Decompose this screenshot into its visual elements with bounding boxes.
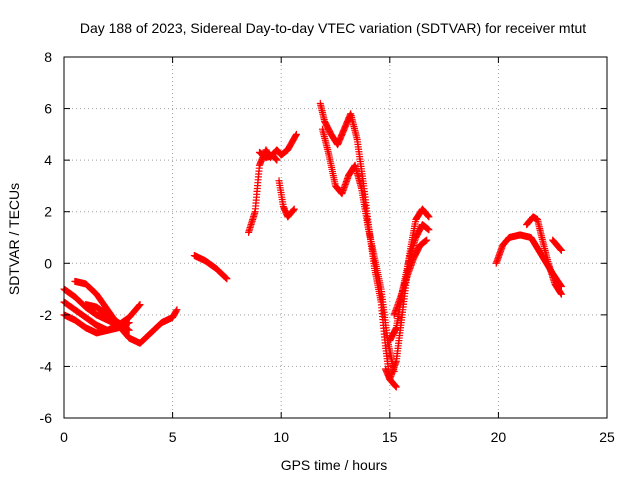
data-point [424, 212, 432, 220]
data-point [425, 213, 433, 221]
series-arc-5 [82, 301, 133, 334]
data-point [423, 236, 431, 244]
series-arc-3 [60, 311, 122, 337]
data-point [557, 246, 565, 254]
data-point [557, 246, 565, 254]
series-arc-7 [245, 130, 300, 236]
data-point [222, 274, 230, 282]
data-point [424, 211, 432, 219]
x-tick-label: 0 [60, 429, 68, 445]
data-point [290, 205, 298, 213]
data-point [136, 301, 144, 309]
data-point [172, 307, 180, 315]
data-point [272, 155, 280, 163]
y-axis-label: SDTVAR / TECUs [6, 183, 22, 295]
axis-ticks: 0 5 10 15 20 25 -6 -4 -2 0 2 4 6 8 [40, 49, 615, 445]
data-point [392, 383, 400, 391]
series-arc-4 [71, 277, 181, 347]
y-tick-label: 6 [44, 101, 52, 117]
data-point [272, 155, 280, 163]
series-arc-9 [275, 177, 298, 221]
series-arc-16 [523, 213, 565, 298]
data-point [173, 306, 181, 314]
data-point [223, 275, 231, 283]
data-points [60, 99, 565, 391]
data-point [557, 290, 565, 298]
data-point [273, 156, 281, 164]
series-arc-11 [318, 125, 398, 376]
series-arc-8 [255, 148, 281, 164]
y-tick-label: 2 [44, 204, 52, 220]
y-tick-label: 4 [44, 152, 52, 168]
data-point [391, 382, 399, 390]
data-point [425, 226, 433, 234]
chart-title: Day 188 of 2023, Sidereal Day-to-day VTE… [80, 20, 586, 36]
y-tick-label: 0 [44, 255, 52, 271]
data-point [392, 382, 400, 390]
x-axis-label: GPS time / hours [281, 457, 388, 473]
y-tick-label: -2 [40, 307, 53, 323]
data-point [125, 326, 133, 334]
data-point [289, 207, 297, 215]
series-arc-6 [190, 252, 231, 283]
data-point [556, 245, 564, 253]
series-arc-17 [549, 236, 565, 254]
x-tick-label: 20 [491, 429, 507, 445]
x-tick-label: 25 [599, 429, 615, 445]
data-point [290, 206, 298, 214]
plot-frame [63, 56, 608, 419]
grid-lines [64, 57, 607, 418]
y-tick-label: 8 [44, 49, 52, 65]
data-point [125, 319, 133, 327]
series-arc-14 [390, 236, 431, 319]
y-tick-label: -6 [40, 410, 53, 426]
data-point [135, 301, 143, 309]
y-tick-label: -4 [40, 358, 53, 374]
data-point [292, 131, 300, 139]
data-point [135, 302, 143, 310]
data-point [222, 274, 230, 282]
x-tick-label: 10 [273, 429, 289, 445]
data-point [292, 130, 300, 138]
x-tick-label: 15 [382, 429, 398, 445]
x-tick-label: 5 [169, 429, 177, 445]
